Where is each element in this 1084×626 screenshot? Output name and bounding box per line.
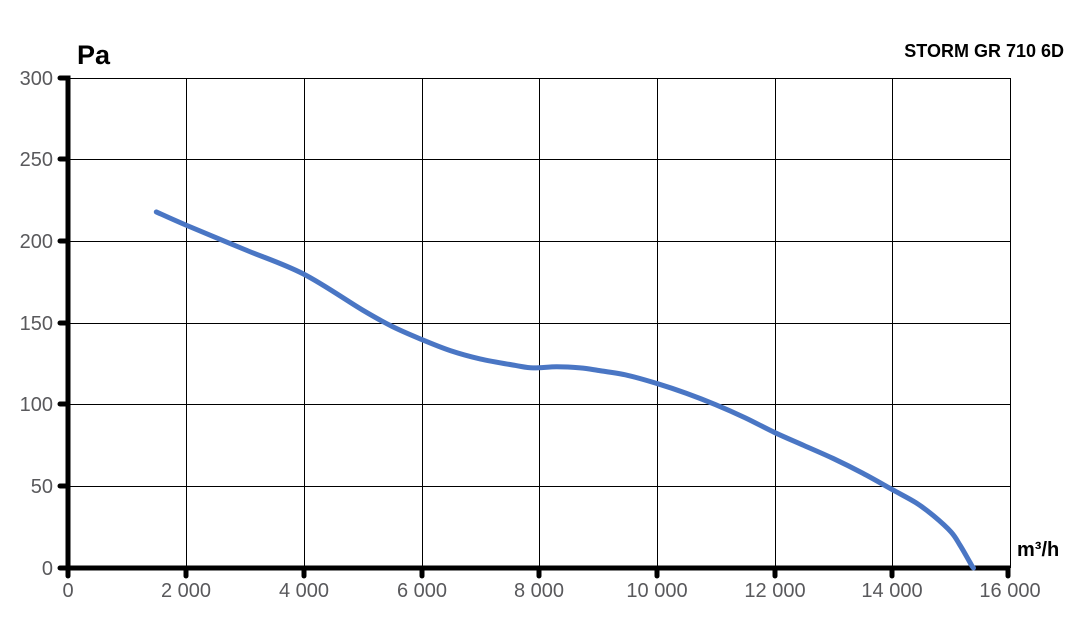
svg-text:Pa: Pa xyxy=(77,40,111,70)
svg-text:6 000: 6 000 xyxy=(397,580,447,602)
svg-text:14 000: 14 000 xyxy=(861,580,922,602)
svg-text:100: 100 xyxy=(20,394,53,416)
svg-text:16 000: 16 000 xyxy=(979,580,1040,602)
svg-text:50: 50 xyxy=(31,476,53,498)
svg-text:0: 0 xyxy=(42,558,53,580)
svg-text:STORM GR 710 6D: STORM GR 710 6D xyxy=(904,41,1064,61)
svg-text:12 000: 12 000 xyxy=(744,580,805,602)
svg-text:8 000: 8 000 xyxy=(514,580,564,602)
svg-text:250: 250 xyxy=(20,149,53,171)
svg-text:0: 0 xyxy=(62,580,73,602)
svg-text:300: 300 xyxy=(20,68,53,90)
svg-text:m³/h: m³/h xyxy=(1017,539,1059,561)
svg-text:200: 200 xyxy=(20,231,53,253)
svg-text:2 000: 2 000 xyxy=(161,580,211,602)
svg-text:10 000: 10 000 xyxy=(626,580,687,602)
svg-text:150: 150 xyxy=(20,313,53,335)
svg-text:4 000: 4 000 xyxy=(279,580,329,602)
